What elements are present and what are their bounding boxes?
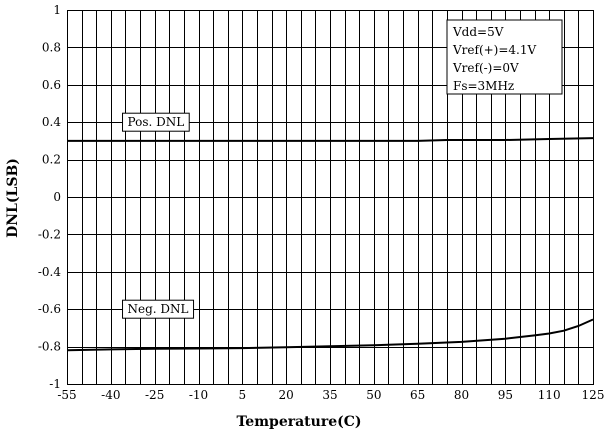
series-label-pos-dnl: Pos. DNL: [122, 112, 190, 132]
series-line-pos-dnl: [67, 137, 594, 142]
x-tick-label: 65: [410, 388, 425, 402]
y-tick-label: 0: [53, 190, 61, 204]
x-tick-label: 20: [279, 388, 294, 402]
y-tick-label: -0.4: [38, 265, 62, 279]
x-tick-label: -40: [101, 388, 120, 402]
x-tick-label: 95: [498, 388, 513, 402]
conditions-box: Vdd=5V Vref(+)=4.1V Vref(-)=0V Fs=3MHz: [446, 19, 563, 95]
x-tick-label: 35: [322, 388, 337, 402]
x-axis-title: Temperature(C): [237, 414, 362, 430]
x-tick-label: 125: [582, 388, 605, 402]
conditions-line-vref-pos: Vref(+)=4.1V: [452, 43, 537, 57]
plot-frame: [67, 10, 594, 385]
x-tick-label: 110: [538, 388, 561, 402]
conditions-line-fs: Fs=3MHz: [453, 79, 514, 93]
y-tick-label: -0.2: [38, 227, 61, 241]
x-tick-label: 5: [239, 388, 247, 402]
series-lines: [66, 137, 594, 352]
y-tick-label: -1: [49, 377, 61, 391]
y-tick-label: 0.2: [42, 153, 61, 167]
y-tick-label: 0.6: [42, 78, 61, 92]
series-label-text: Neg. DNL: [128, 302, 189, 316]
series-label-text: Pos. DNL: [128, 115, 185, 129]
y-axis-title: DNL(LSB): [5, 158, 21, 238]
x-tick-label: -25: [145, 388, 164, 402]
conditions-line-vref-neg: Vref(-)=0V: [452, 61, 519, 75]
y-tick-label: -0.8: [38, 340, 61, 354]
y-tick-label: 1: [53, 3, 61, 17]
y-tick-labels: -1 -0.8 -0.6 -0.4 -0.2 0 0.2 0.4 0.6 0.8 1: [38, 3, 62, 391]
x-tick-label: -10: [189, 388, 208, 402]
conditions-line-vdd: Vdd=5V: [452, 25, 504, 39]
y-tick-label: 0.8: [42, 40, 61, 54]
x-tick-label: 80: [454, 388, 469, 402]
series-label-neg-dnl: Neg. DNL: [122, 299, 195, 319]
series-labels: Pos. DNL Neg. DNL: [122, 112, 195, 319]
series-line-neg-dnl: [66, 318, 594, 352]
x-tick-label: 50: [366, 388, 381, 402]
y-tick-label: -0.6: [38, 302, 61, 316]
y-tick-label: 0.4: [42, 115, 61, 129]
x-tick-labels: -55 -40 -25 -10 5 20 35 50 65 80 95 110 125: [57, 388, 604, 402]
x-tick-label: -55: [57, 388, 76, 402]
